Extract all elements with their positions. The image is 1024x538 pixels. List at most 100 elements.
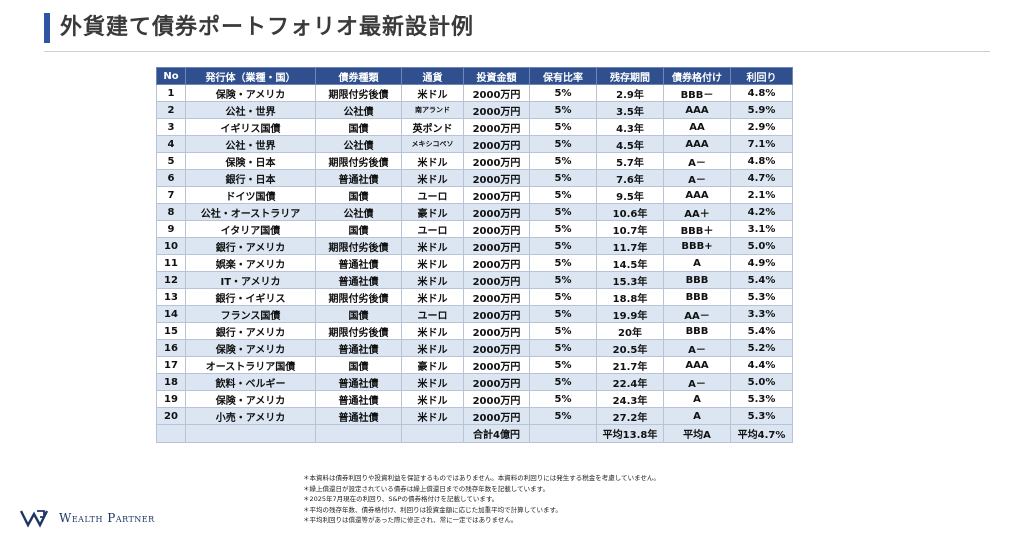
cell-currency: 米ドル xyxy=(401,237,464,255)
cell-no: 17 xyxy=(156,356,186,374)
cell-currency: 米ドル xyxy=(401,152,464,170)
cell-currency: 米ドル xyxy=(401,407,464,425)
cell-no: 19 xyxy=(156,390,186,408)
footer-cell-blank xyxy=(185,424,316,443)
cell-rating: AAA xyxy=(663,135,731,153)
footer-cell-blank xyxy=(156,424,186,443)
title-divider xyxy=(44,51,990,52)
cell-currency: 豪ドル xyxy=(401,203,464,221)
cell-rating: A xyxy=(663,407,731,425)
cell-no: 1 xyxy=(156,84,186,102)
cell-currency: 米ドル xyxy=(401,390,464,408)
cell-ratio: 5% xyxy=(529,305,597,323)
cell-issuer: オーストラリア国債 xyxy=(185,356,316,374)
cell-bond-type: 期限付劣後債 xyxy=(315,237,402,255)
cell-term: 21.7年 xyxy=(596,356,664,374)
logo-text: Wealth Partner xyxy=(59,511,155,525)
cell-no: 12 xyxy=(156,271,186,289)
cell-no: 14 xyxy=(156,305,186,323)
cell-bond-type: 期限付劣後債 xyxy=(315,288,402,306)
cell-yield: 5.3% xyxy=(730,288,793,306)
cell-yield: 5.0% xyxy=(730,237,793,255)
cell-term: 4.5年 xyxy=(596,135,664,153)
cell-amount: 2000万円 xyxy=(463,169,530,187)
cell-no: 2 xyxy=(156,101,186,119)
cell-amount: 2000万円 xyxy=(463,254,530,272)
cell-bond-type: 普通社債 xyxy=(315,169,402,187)
cell-yield: 4.4% xyxy=(730,356,793,374)
column-header: 債券格付け xyxy=(663,67,731,85)
table-row: 3 イギリス国債 国債 英ポンド 2000万円 5% 4.3年 AA 2.9% xyxy=(156,118,793,136)
cell-rating: BBB+ xyxy=(663,237,731,255)
cell-issuer: 娯楽・アメリカ xyxy=(185,254,316,272)
footnote: ＊平均利回りは償還等があった際に修正され、常に一定ではありません。 xyxy=(303,516,518,524)
cell-issuer: 公社・オーストラリア xyxy=(185,203,316,221)
cell-no: 15 xyxy=(156,322,186,340)
cell-bond-type: 国債 xyxy=(315,118,402,136)
cell-term: 27.2年 xyxy=(596,407,664,425)
cell-yield: 4.2% xyxy=(730,203,793,221)
cell-currency: 米ドル xyxy=(401,322,464,340)
cell-term: 14.5年 xyxy=(596,254,664,272)
cell-yield: 5.3% xyxy=(730,407,793,425)
cell-currency: ユーロ xyxy=(401,186,464,204)
cell-bond-type: 普通社債 xyxy=(315,373,402,391)
cell-bond-type: 公社債 xyxy=(315,101,402,119)
cell-currency: ユーロ xyxy=(401,305,464,323)
table-row: 19 保険・アメリカ 普通社債 米ドル 2000万円 5% 24.3年 A 5.3% xyxy=(156,390,793,408)
cell-ratio: 5% xyxy=(529,237,597,255)
footnote: ＊本資料は債券利回りや投資利益を保証するものではありません。本資料の利回りには発… xyxy=(303,474,660,482)
cell-no: 13 xyxy=(156,288,186,306)
cell-bond-type: 普通社債 xyxy=(315,254,402,272)
cell-issuer: イギリス国債 xyxy=(185,118,316,136)
cell-rating: A－ xyxy=(663,152,731,170)
cell-no: 7 xyxy=(156,186,186,204)
footnotes: ＊本資料は債券利回りや投資利益を保証するものではありません。本資料の利回りには発… xyxy=(303,473,660,526)
cell-amount: 2000万円 xyxy=(463,339,530,357)
cell-issuer: 銀行・アメリカ xyxy=(185,237,316,255)
cell-term: 9.5年 xyxy=(596,186,664,204)
cell-issuer: 飲料・ベルギー xyxy=(185,373,316,391)
cell-amount: 2000万円 xyxy=(463,237,530,255)
company-logo: Wealth Partner xyxy=(20,508,155,528)
cell-ratio: 5% xyxy=(529,356,597,374)
cell-rating: A－ xyxy=(663,169,731,187)
column-header: No xyxy=(156,67,186,85)
cell-issuer: 銀行・イギリス xyxy=(185,288,316,306)
cell-rating: AAA xyxy=(663,356,731,374)
cell-amount: 2000万円 xyxy=(463,271,530,289)
cell-rating: A xyxy=(663,254,731,272)
cell-bond-type: 普通社債 xyxy=(315,271,402,289)
cell-bond-type: 期限付劣後債 xyxy=(315,322,402,340)
table-header-row: No 発行体（業種・国） 債券種類 通貨 投資金額 保有比率 残存期間 債券格付け 利回り xyxy=(156,67,793,85)
table-row: 1 保険・アメリカ 期限付劣後債 米ドル 2000万円 5% 2.9年 BBB－ 4.8% xyxy=(156,84,793,102)
cell-yield: 5.9% xyxy=(730,101,793,119)
cell-issuer: 銀行・日本 xyxy=(185,169,316,187)
cell-no: 5 xyxy=(156,152,186,170)
footer-avg-yield: 平均4.7% xyxy=(730,424,793,443)
footnote: ＊繰上償還日が設定されている債券は繰上償還日までの残存年数を記載しています。 xyxy=(303,484,549,493)
cell-ratio: 5% xyxy=(529,254,597,272)
table-row: 6 銀行・日本 普通社債 米ドル 2000万円 5% 7.6年 A－ 4.7% xyxy=(156,169,793,187)
cell-no: 11 xyxy=(156,254,186,272)
cell-amount: 2000万円 xyxy=(463,305,530,323)
cell-currency: 米ドル xyxy=(401,373,464,391)
cell-yield: 2.9% xyxy=(730,118,793,136)
footer-cell-blank xyxy=(529,424,597,443)
cell-currency: 豪ドル xyxy=(401,356,464,374)
cell-term: 19.9年 xyxy=(596,305,664,323)
cell-term: 24.3年 xyxy=(596,390,664,408)
cell-bond-type: 普通社債 xyxy=(315,390,402,408)
cell-currency: 米ドル xyxy=(401,84,464,102)
cell-currency: 米ドル xyxy=(401,169,464,187)
cell-amount: 2000万円 xyxy=(463,118,530,136)
column-header: 通貨 xyxy=(401,67,464,85)
cell-currency: 英ポンド xyxy=(401,118,464,136)
cell-ratio: 5% xyxy=(529,101,597,119)
table-row: 16 保険・アメリカ 普通社債 米ドル 2000万円 5% 20.5年 A－ 5.2% xyxy=(156,339,793,357)
table-row: 14 フランス国債 国債 ユーロ 2000万円 5% 19.9年 AA－ 3.3% xyxy=(156,305,793,323)
table-body: 1 保険・アメリカ 期限付劣後債 米ドル 2000万円 5% 2.9年 BBB－ 4.8% 2 公社… xyxy=(156,84,793,425)
cell-amount: 2000万円 xyxy=(463,84,530,102)
cell-term: 11.7年 xyxy=(596,237,664,255)
